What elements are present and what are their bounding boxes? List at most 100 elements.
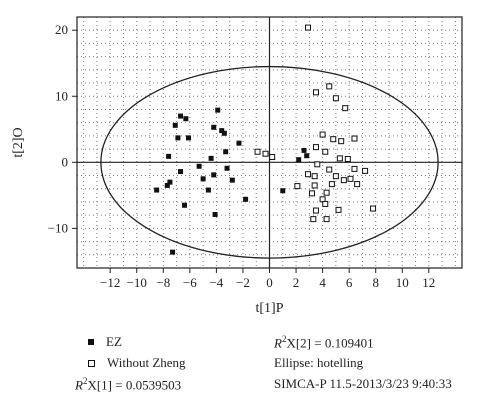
ez-point	[166, 153, 172, 159]
filled-square-icon	[88, 339, 94, 346]
ez-point	[208, 155, 214, 161]
x-tick-label: −4	[209, 275, 223, 290]
without-zheng-point	[347, 175, 354, 182]
ez-point	[164, 182, 170, 188]
without-zheng-point	[254, 148, 261, 155]
without-zheng-point	[344, 156, 351, 163]
without-zheng-point	[311, 173, 318, 180]
x-tick-label: 4	[319, 275, 326, 290]
without-zheng-point	[330, 136, 337, 143]
without-zheng-point	[362, 167, 369, 174]
without-zheng-point	[336, 155, 343, 162]
without-zheng-point	[351, 135, 358, 142]
ez-point	[182, 202, 188, 208]
without-zheng-point	[342, 105, 349, 112]
software-stamp-text: SIMCA-P 11.5-2013/3/23 9:40:33	[274, 376, 452, 391]
without-zheng-point	[311, 182, 318, 189]
x-tick-label: 12	[422, 275, 435, 290]
x-tick-label: −12	[100, 275, 120, 290]
ellipse-type-text: Ellipse: hotelling	[274, 355, 364, 370]
x-tick-label: 6	[346, 275, 353, 290]
y-tick-label: 0	[62, 154, 69, 169]
without-zheng-point	[312, 144, 319, 151]
x-tick-label: 2	[293, 275, 300, 290]
legend-ez: EZ	[88, 334, 122, 350]
without-zheng-point	[332, 95, 339, 102]
without-zheng-point	[312, 89, 319, 96]
without-zheng-point	[323, 189, 330, 196]
ez-point	[211, 172, 217, 178]
ez-point	[221, 130, 227, 136]
ez-point	[223, 149, 229, 155]
points-layer	[154, 24, 377, 255]
ez-point	[296, 157, 302, 163]
ellipse-type: Ellipse: hotelling	[274, 355, 363, 371]
x-tick-label: −6	[183, 275, 197, 290]
ez-point	[186, 135, 192, 141]
r2x1-value: R2X[1] = 0.0539503	[75, 376, 181, 393]
ez-point	[170, 249, 176, 255]
ez-point	[243, 196, 249, 202]
y-tick-label: −10	[48, 220, 68, 235]
y-axis-label: t[2]O	[11, 127, 26, 157]
without-zheng-point	[310, 216, 317, 223]
ez-point	[211, 124, 217, 130]
r2-symbol: R	[274, 335, 282, 351]
ez-point	[172, 122, 178, 128]
without-zheng-point	[308, 190, 315, 197]
hotelling-ellipse	[100, 65, 439, 259]
without-zheng-point	[319, 131, 326, 138]
x-tick-label: −8	[156, 275, 170, 290]
ez-point	[212, 211, 218, 217]
ez-point	[183, 116, 189, 122]
ez-point	[219, 128, 225, 134]
r2-symbol: R	[75, 377, 83, 393]
r2-exponent: 2	[82, 376, 88, 386]
y-tick-label: 20	[55, 22, 68, 37]
without-zheng-point	[305, 171, 311, 178]
ez-point	[301, 147, 307, 153]
ez-point	[178, 113, 184, 119]
ez-point	[229, 177, 235, 183]
without-zheng-point	[326, 166, 333, 173]
legend-without-zheng-label: Without Zheng	[107, 355, 186, 370]
without-zheng-point	[338, 138, 345, 145]
without-zheng-point	[262, 150, 269, 157]
without-zheng-point	[269, 154, 276, 161]
ez-point	[236, 140, 242, 146]
ez-point	[280, 188, 286, 194]
zero-axes	[77, 17, 462, 268]
legend-without-zheng: Without Zheng	[88, 355, 186, 371]
without-zheng-point	[326, 83, 333, 90]
ez-point	[178, 169, 184, 175]
without-zheng-point	[370, 205, 377, 212]
without-zheng-point	[322, 200, 329, 207]
tick-layer: −12 −10 −8 −6 −4 −2 0 2 4 6 8 10 12 −10 0 10 20	[48, 22, 436, 290]
without-zheng-point	[328, 181, 335, 188]
ez-point	[167, 179, 173, 185]
ez-point	[205, 187, 211, 193]
without-zheng-point	[335, 206, 342, 213]
x-tick-label: −10	[127, 275, 147, 290]
ez-point	[196, 163, 202, 169]
ez-point	[304, 153, 310, 159]
x-tick-label: −2	[236, 275, 250, 290]
without-zheng-point	[305, 24, 311, 31]
without-zheng-point	[340, 177, 347, 184]
without-zheng-point	[312, 207, 319, 214]
r2x2-value: R2X[2] = 0.109401	[274, 334, 374, 351]
ez-point	[154, 187, 160, 193]
without-zheng-point	[294, 183, 301, 190]
without-zheng-point	[323, 216, 330, 223]
x-tick-label: 10	[396, 275, 409, 290]
legend-ez-label: EZ	[106, 334, 122, 349]
without-zheng-point	[354, 181, 361, 188]
x-axis-label: t[1]P	[256, 301, 284, 316]
x-tick-label: 8	[372, 275, 379, 290]
r2x1-text: X[1] = 0.0539503	[87, 377, 182, 393]
y-tick-label: 10	[55, 88, 68, 103]
without-zheng-point	[332, 173, 339, 180]
open-square-icon	[88, 359, 95, 367]
without-zheng-point	[314, 161, 321, 168]
